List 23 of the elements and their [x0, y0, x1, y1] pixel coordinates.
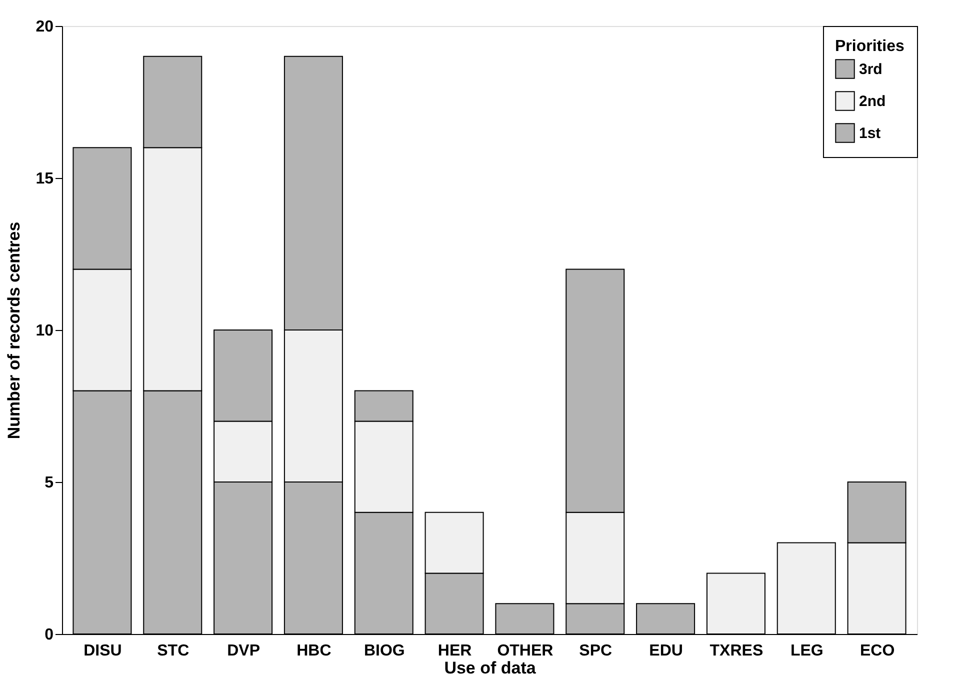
legend-label: 2nd: [859, 93, 886, 110]
x-tick-label: HER: [438, 642, 472, 660]
x-tick-label: HBC: [296, 642, 332, 660]
x-tick-label: LEG: [790, 642, 824, 660]
y-tick-label: 10: [36, 322, 54, 340]
x-tick-label: SPC: [579, 642, 613, 660]
x-tick-label: DVP: [227, 642, 260, 660]
legend-label: 3rd: [859, 61, 882, 78]
y-tick-label: 15: [36, 170, 54, 188]
y-tick-label: 20: [36, 18, 54, 36]
x-tick-label: TXRES: [710, 642, 764, 660]
x-tick-label: ECO: [860, 642, 895, 660]
y-axis-title: Number of records centres: [4, 222, 24, 440]
x-tick-label: STC: [157, 642, 190, 660]
y-tick-label: 0: [44, 626, 54, 644]
y-tick-label: 5: [44, 474, 54, 492]
x-tick-label: DISU: [84, 642, 122, 660]
legend-title: Priorities: [835, 38, 904, 55]
legend-label: 1st: [859, 125, 881, 142]
x-tick-label: BIOG: [364, 642, 405, 660]
x-tick-label: EDU: [649, 642, 683, 660]
x-tick-label: OTHER: [497, 642, 554, 660]
x-axis-title: Use of data: [444, 658, 536, 678]
